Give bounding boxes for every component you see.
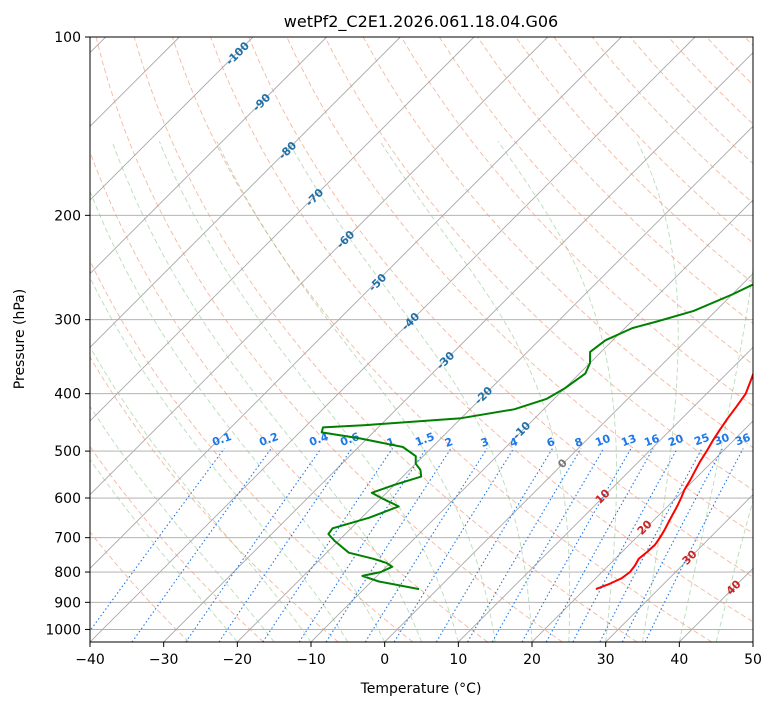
y-tick-label: 900 [54,595,81,611]
mixing-ratio-line [599,448,703,642]
dry-adiabat-line [90,531,190,642]
isotherm-line [90,37,548,496]
mixing-ratio-label: 0.1 [210,430,233,449]
mixing-ratio-label: 1.5 [413,430,436,449]
x-tick-label: −10 [296,652,326,668]
dry-adiabat-line [400,37,753,407]
isotherm-line [752,641,753,642]
x-tick-label: 50 [744,652,762,668]
mixing-ratio-line [621,448,723,642]
x-tick-label: 40 [670,652,688,668]
isotherm-line [310,199,753,642]
dry-adiabat-line [95,37,563,642]
mixing-ratio-line [364,448,488,642]
dry-adiabat-line [133,37,638,642]
dry-adiabat-line [248,37,753,578]
dry-adiabats [90,37,753,642]
mixing-ratio-line [325,448,452,642]
dry-adiabat-line [90,445,264,642]
dry-adiabat-line [90,150,488,642]
mixing-ratio-lines [90,448,744,642]
mixing-ratio-line [131,448,272,642]
y-axis-label: Pressure (hPa) [12,289,28,389]
mixing-ratio-line [491,448,605,642]
isotherms [90,37,753,642]
mixing-ratio-label: 10 [593,432,612,450]
x-axis-label: Temperature (°C) [360,681,482,697]
mixing-ratio-line [393,448,515,642]
dry-adiabat-line [439,37,753,365]
x-tick-label: −20 [223,652,253,668]
x-tick-label: 30 [597,652,615,668]
mixing-ratio-label: 13 [619,432,638,449]
x-tick-label: 0 [380,652,389,668]
isobars [90,37,753,630]
plot-frame [89,36,754,643]
mixing-ratio-label: 0.4 [307,430,330,449]
mixing-ratio-label: 2 [443,435,455,450]
mixing-ratio-label: 16 [642,432,661,450]
isotherm-line [163,52,753,642]
mixing-ratio-label: 0.2 [257,430,280,449]
mixing-ratio-line [644,448,744,642]
mixing-ratio-label: 20 [666,432,685,450]
mixing-ratio-line [262,448,393,642]
x-tick-label: −30 [149,652,179,668]
y-tick-label: 500 [54,444,81,460]
mixing-ratio-line [185,448,322,642]
dry-adiabat-line [171,37,712,642]
y-tick-label: 700 [54,531,81,547]
dewpoint-line [320,283,753,591]
mixing-ratio-label: 6 [545,435,557,450]
mixing-ratio-label: 25 [692,431,711,448]
isotherm-line [90,37,696,642]
profile-series [320,283,753,591]
mixing-ratio-label: 36 [733,431,752,449]
chart-title: wetPf2_C2E1.2026.061.18.04.G06 [284,12,558,32]
isotherm-line [90,37,401,348]
dry-adiabat-line [324,37,753,491]
isotherm-line [237,125,753,642]
y-tick-label: 400 [54,387,81,403]
isotherm-line [531,420,753,642]
mixing-ratio-line [298,448,427,642]
y-tick-label: 800 [54,565,81,581]
mixing-ratio-label: 0.6 [338,430,361,449]
mixing-ratio-line [218,448,353,642]
isotherm-line [605,494,753,642]
y-tick-label: 1000 [45,622,81,638]
x-axis: −40 −30 −20 −10 0 10 20 30 40 50 [75,642,762,668]
plot-background [90,37,753,642]
dry-adiabat-line [515,37,753,284]
y-tick-label: 200 [54,208,81,224]
mixing-ratio-label: 4 [508,435,520,450]
isotherm-line [90,37,622,569]
mixing-ratio-line [467,448,582,642]
isotherm-line [90,37,254,201]
mixing-ratio-label: 8 [573,435,585,450]
mixing-ratio-line [90,448,225,632]
mixing-ratio-label: 1 [385,435,397,450]
y-tick-label: 100 [54,30,81,46]
isotherm-line [384,273,753,642]
isotherm-line [458,346,753,642]
mixing-ratio-label: 3 [479,435,491,450]
x-tick-label: −40 [75,652,105,668]
dry-adiabat-line [90,356,339,642]
x-tick-label: 20 [523,652,541,668]
y-tick-label: 600 [54,491,81,507]
temperature-line [595,371,753,591]
mixing-ratio-line [572,448,678,642]
y-tick-label: 300 [54,313,81,329]
y-axis: 100 200 300 400 500 600 700 800 900 1000 [45,30,90,638]
x-tick-label: 10 [449,652,467,668]
isotherm-line [90,37,327,275]
isotherm-line [90,37,475,422]
dry-adiabat-line [210,37,753,623]
